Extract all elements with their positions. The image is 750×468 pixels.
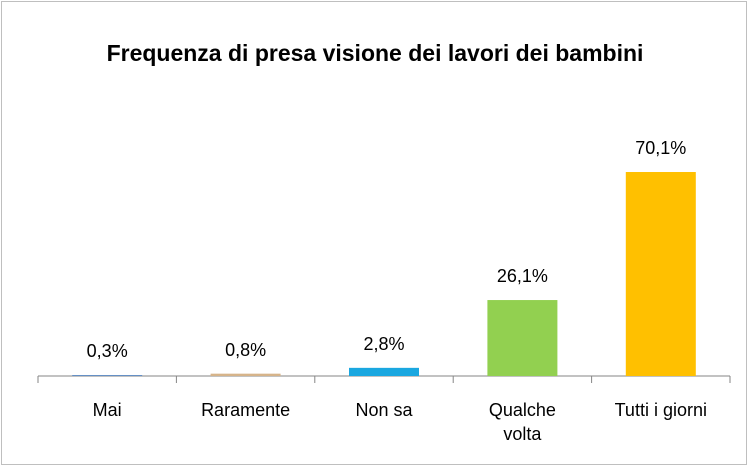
chart-title: Frequenza di presa visione dei lavori de…: [106, 40, 644, 66]
bar: [210, 373, 281, 376]
bar: [625, 172, 696, 376]
value-label: 2,8%: [363, 333, 405, 354]
value-label: 70,1%: [635, 138, 687, 158]
x-tick-label: Qualche volta: [488, 400, 556, 444]
bar: [72, 375, 143, 376]
x-tick-label: Tutti i giorni: [614, 400, 707, 420]
value-label: 0,8%: [225, 339, 267, 360]
value-label: 0,3%: [86, 341, 128, 362]
x-tick-label: Non sa: [355, 400, 413, 420]
bar: [349, 367, 419, 376]
x-tick-label: Mai: [92, 400, 122, 420]
x-tick-label: Raramente: [201, 400, 291, 420]
value-label: 26,1%: [496, 266, 548, 287]
bar: [487, 300, 558, 376]
